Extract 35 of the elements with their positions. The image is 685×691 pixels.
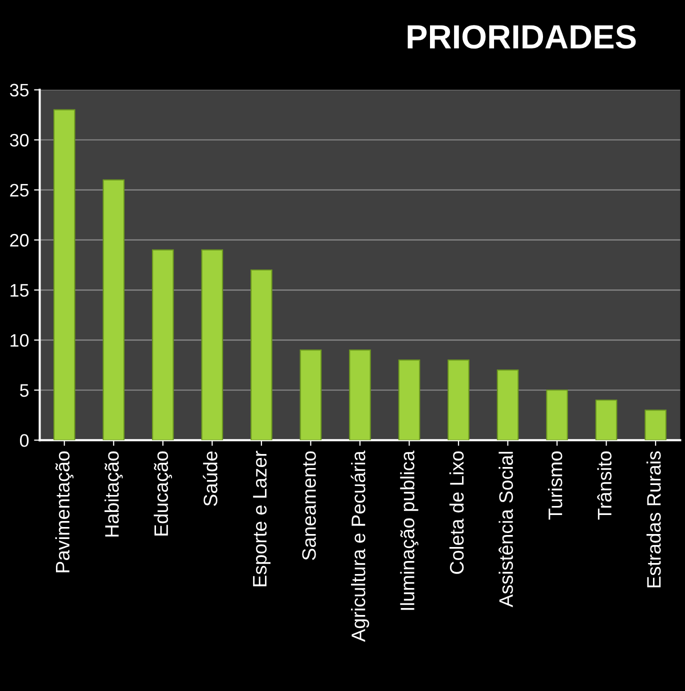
bar <box>595 400 618 440</box>
x-tick-label: Assistência Social <box>498 452 513 608</box>
y-tick-label: 25 <box>10 184 29 197</box>
bar <box>300 350 322 440</box>
bar <box>496 370 519 440</box>
y-tick-label: 10 <box>10 334 29 347</box>
x-tick-label: Coleta de Lixo <box>449 451 464 574</box>
bar <box>250 269 272 440</box>
x-tick-label: Iluminação publica <box>400 450 418 610</box>
x-tick-label: Saneamento <box>302 451 316 560</box>
bar <box>644 410 666 440</box>
x-tick-label: Estradas Rurais <box>646 451 661 588</box>
x-tick-label: Esporte e Lazer <box>253 450 270 586</box>
bar <box>102 179 125 440</box>
bar <box>398 360 420 440</box>
y-tick-label: 5 <box>20 384 29 397</box>
x-tick-label: Habitação <box>104 451 123 537</box>
x-tick-label: Trânsito <box>597 451 612 520</box>
y-tick-label: 20 <box>10 234 29 247</box>
y-tick-label: 15 <box>10 284 29 297</box>
x-tick-label: Educação <box>154 451 172 536</box>
bar <box>546 390 568 440</box>
y-tick-label: 35 <box>10 84 29 97</box>
y-tick-label: 30 <box>10 134 29 147</box>
bar <box>201 249 224 440</box>
bar <box>448 360 470 440</box>
x-tick-label: Saúde <box>202 451 218 506</box>
bar <box>152 249 174 440</box>
y-tick-label: 0 <box>20 434 29 447</box>
bar <box>53 109 76 440</box>
x-tick-label: Turismo <box>548 451 562 520</box>
chart-title: PRIORIDADES <box>408 25 636 49</box>
x-tick-label: Agricultura e Pecuária <box>350 450 370 642</box>
x-tick-label: Pavimentação <box>55 451 74 572</box>
bar <box>349 350 371 440</box>
